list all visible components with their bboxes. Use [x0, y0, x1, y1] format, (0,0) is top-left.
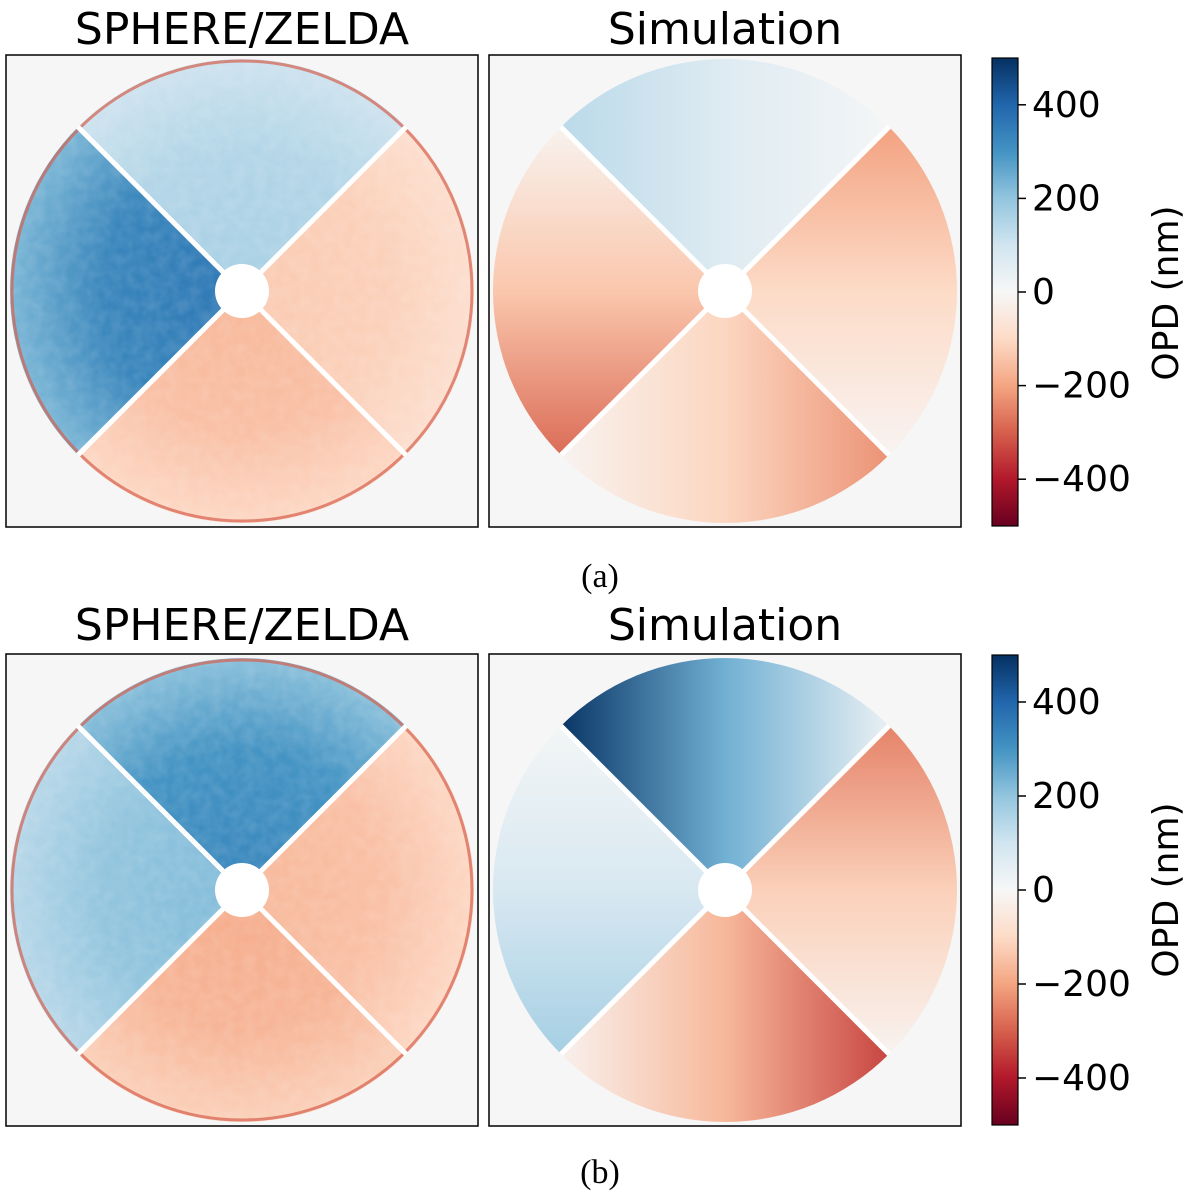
- panel-b-left-title: SPHERE/ZELDA: [75, 600, 409, 651]
- a-right-quadrant-right: [725, 119, 957, 463]
- panel-b: SPHERE/ZELDA Simulation 4002000−200−400 …: [5, 600, 1187, 1191]
- panel-a-left-title: SPHERE/ZELDA: [75, 4, 409, 55]
- panel-a-colorbar: 400 200 0 −200 −400: [991, 57, 1131, 527]
- a-right-central-obstruction: [698, 264, 752, 318]
- a-right-quadrant-left: [493, 119, 725, 463]
- b-cbar-tick-label: −400: [1032, 1058, 1131, 1099]
- b-left-rim: [10, 658, 474, 1122]
- panel-b-simulation-map: [488, 653, 962, 1127]
- b-cbar-tick-label: 400: [1032, 682, 1101, 723]
- panel-a-caption: (a): [581, 558, 619, 595]
- panel-a-simulation-map: [488, 54, 962, 528]
- a-cbar-tick-label: 0: [1032, 272, 1055, 313]
- panel-b-right-title: Simulation: [608, 600, 842, 651]
- a-cbar-tick-label: 200: [1032, 178, 1101, 219]
- a-right-quadrant-top: [553, 59, 897, 291]
- b-right-quadrant-left: [493, 718, 725, 1062]
- panel-a-colorbar-label: OPD (nm): [1146, 205, 1187, 380]
- panel-a: SPHERE/ZELDA Simulation 4002000−200−400 …: [5, 4, 1187, 595]
- b-right-quadrant-bottom: [553, 890, 897, 1122]
- panel-a-zelda-map: [5, 54, 479, 528]
- b-left-central-obstruction: [215, 863, 269, 917]
- b-cbar-tick-label: 0: [1032, 870, 1055, 911]
- panel-a-right-title: Simulation: [608, 4, 842, 55]
- a-cbar-tick-label: −200: [1032, 366, 1131, 407]
- b-right-quadrant-top: [553, 658, 897, 890]
- panel-b-caption: (b): [580, 1154, 620, 1191]
- a-right-quadrant-bottom: [553, 291, 897, 523]
- b-right-quadrant-right: [725, 718, 957, 1062]
- b-right-central-obstruction: [698, 863, 752, 917]
- b-cbar-bar: [991, 654, 1019, 1126]
- a-cbar-bar: [991, 57, 1019, 527]
- a-left-rim: [10, 59, 474, 523]
- a-left-central-obstruction: [215, 264, 269, 318]
- panel-b-zelda-map: [5, 653, 479, 1127]
- panel-b-colorbar: 400 200 0 −200 −400: [991, 654, 1131, 1126]
- b-cbar-tick-label: 200: [1032, 776, 1101, 817]
- a-cbar-tick-label: 400: [1032, 85, 1101, 126]
- a-cbar-tick-label: −400: [1032, 459, 1131, 500]
- panel-b-colorbar-label: OPD (nm): [1146, 802, 1187, 977]
- b-cbar-tick-label: −200: [1032, 964, 1131, 1005]
